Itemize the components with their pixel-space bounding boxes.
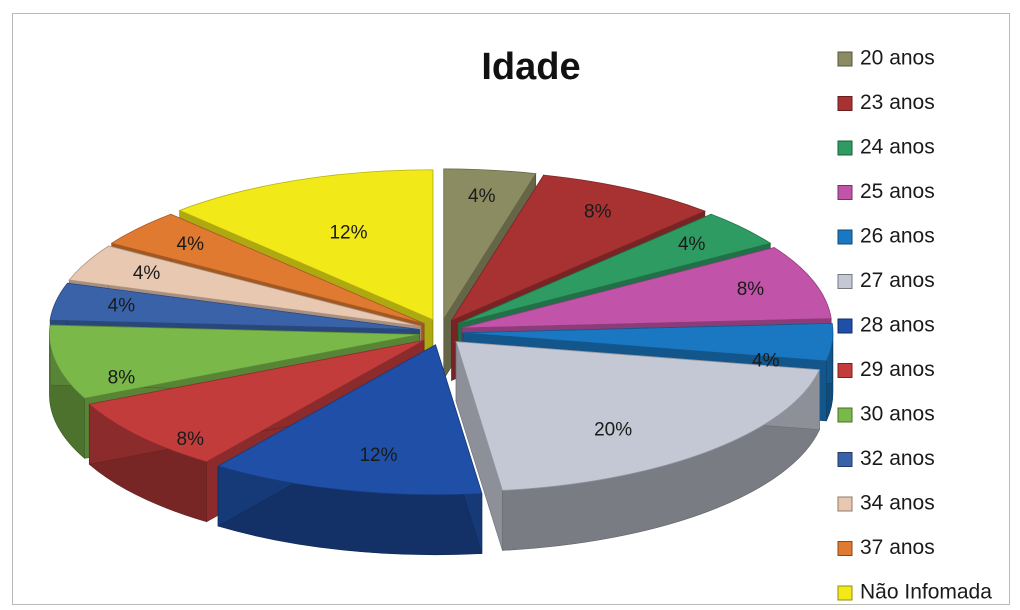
- slice-value-label: 20%: [594, 419, 632, 440]
- legend-swatch: [837, 585, 853, 601]
- legend-swatch: [837, 452, 853, 467]
- chart-frame: Idade 4% 8% 4% 8% 4% 20% 12% 8% 8% 4% 4% 4% 12% 20 a…: [12, 13, 1010, 605]
- legend-item: 20 anos: [837, 47, 935, 70]
- slice-value-label: 8%: [177, 429, 205, 450]
- legend-swatch: [837, 229, 853, 245]
- legend-swatch: [837, 318, 853, 334]
- chart-title: Idade: [481, 46, 580, 88]
- legend-swatch: [837, 407, 853, 423]
- legend-label: 29 anos: [860, 358, 935, 381]
- legend-swatch: [837, 51, 853, 67]
- slice-value-label: 8%: [584, 202, 612, 223]
- legend-label: 24 anos: [860, 136, 935, 159]
- legend-item: 30 anos: [837, 403, 935, 426]
- pie-slice: [217, 344, 483, 556]
- pie-slices: [49, 168, 834, 556]
- pie-slice: [455, 341, 821, 551]
- slice-value-label: 8%: [737, 279, 765, 300]
- legend-item: 27 anos: [837, 269, 935, 292]
- legend-swatch: [837, 185, 853, 200]
- legend-swatch: [837, 140, 853, 156]
- legend-item: 32 anos: [837, 447, 935, 470]
- legend-swatch: [837, 496, 853, 512]
- legend-item: 34 anos: [837, 492, 935, 515]
- legend-label: Não Infomada: [860, 581, 992, 604]
- slice-value-label: 4%: [108, 295, 136, 316]
- slice-value-label: 12%: [329, 222, 367, 243]
- legend-label: 23 anos: [860, 91, 935, 114]
- legend-swatch: [837, 274, 853, 289]
- legend-item: 37 anos: [837, 536, 935, 559]
- legend-swatch: [837, 96, 853, 111]
- legend-label: 32 anos: [860, 447, 935, 470]
- legend-label: 37 anos: [860, 536, 935, 559]
- pie-labels: 4% 8% 4% 8% 4% 20% 12% 8% 8% 4% 4% 4% 12%: [108, 186, 780, 466]
- slice-value-label: 4%: [678, 234, 706, 255]
- legend-swatch: [837, 541, 853, 556]
- legend-item: 26 anos: [837, 225, 935, 248]
- legend-label: 27 anos: [860, 269, 935, 292]
- legend-swatch: [837, 363, 853, 378]
- legend-item: 24 anos: [837, 136, 935, 159]
- slice-value-label: 4%: [133, 263, 161, 284]
- legend-item: 29 anos: [837, 358, 935, 381]
- legend-item: 25 anos: [837, 180, 935, 203]
- legend-label: 28 anos: [860, 314, 935, 337]
- legend-label: 30 anos: [860, 403, 935, 426]
- legend-label: 26 anos: [860, 225, 935, 248]
- legend-item: Não Infomada: [837, 581, 992, 604]
- legend-label: 25 anos: [860, 180, 935, 203]
- legend-item: 28 anos: [837, 314, 935, 337]
- slice-value-label: 4%: [468, 186, 496, 207]
- legend-item: 23 anos: [837, 91, 935, 114]
- slice-value-label: 12%: [359, 445, 397, 466]
- slice-value-label: 8%: [108, 368, 136, 389]
- chart-legend: 20 anos 23 anos 24 anos 25 anos 26 anos 27 an…: [837, 47, 992, 604]
- legend-label: 20 anos: [860, 47, 935, 70]
- slice-value-label: 4%: [752, 351, 780, 372]
- pie-chart: Idade 4% 8% 4% 8% 4% 20% 12% 8% 8% 4% 4% 4% 12% 20 a…: [49, 46, 992, 604]
- legend-label: 34 anos: [860, 492, 935, 515]
- slice-value-label: 4%: [177, 234, 205, 255]
